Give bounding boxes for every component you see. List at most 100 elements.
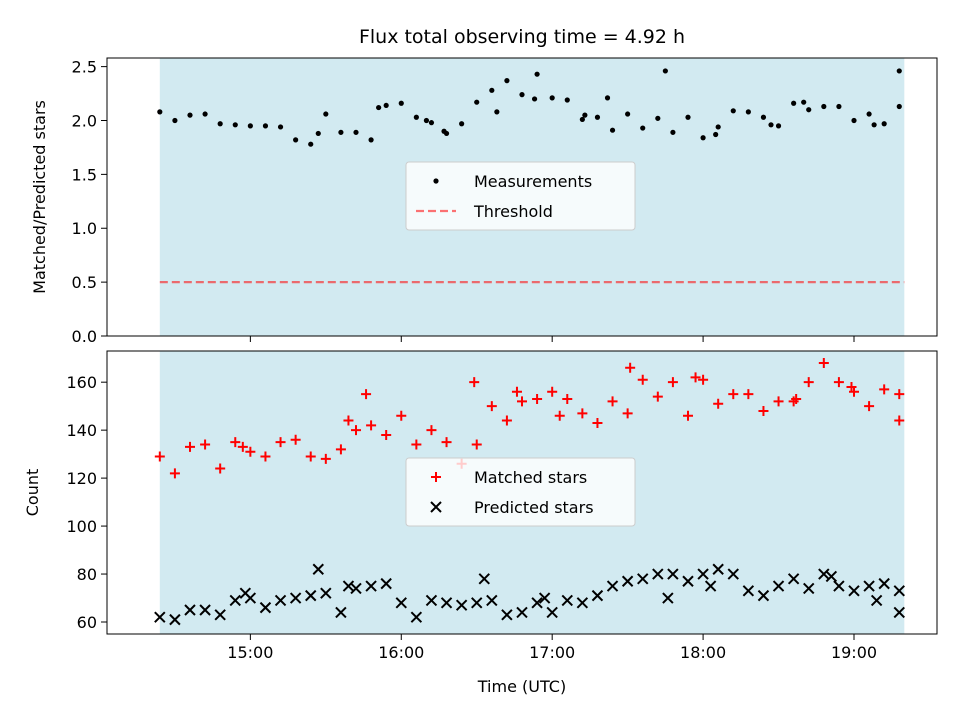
predicted-star-point [538, 592, 551, 604]
predicted-star-point [350, 582, 362, 595]
measurement-point [801, 99, 807, 105]
measurement-point [531, 96, 538, 102]
measurement-point [353, 129, 359, 135]
y-tick-label: 80 [77, 565, 97, 584]
matched-star-point [625, 362, 636, 373]
matched-star-point [894, 415, 905, 426]
predicted-star-point [169, 613, 181, 626]
matched-star-point [554, 410, 565, 421]
count-legend: Matched stars Predicted stars [405, 457, 636, 527]
legend-box [405, 457, 636, 527]
matched-star-point [486, 401, 497, 412]
predicted-star-point [742, 585, 755, 597]
y-tick-label: 120 [66, 469, 97, 488]
legend-label: Matched stars [474, 468, 587, 487]
matched-star-point [833, 377, 844, 388]
matched-star-point [230, 437, 241, 448]
matched-star-point [260, 451, 271, 462]
predicted-star-point [486, 594, 498, 607]
matched-star-point [607, 396, 618, 407]
y-tick-label: 140 [66, 421, 97, 440]
measurement-point [896, 103, 902, 110]
matched-star-point [343, 415, 354, 426]
measurement-point [594, 114, 601, 120]
y-tick-label: 0.5 [72, 273, 97, 292]
matched-star-point [577, 408, 588, 419]
matched-star-point [335, 444, 346, 455]
measurement-point [760, 114, 767, 120]
measurement-point [851, 117, 857, 124]
measurement-point [700, 135, 706, 141]
predicted-star-point [342, 580, 355, 592]
measurement-point [187, 112, 193, 118]
measurement-point [775, 123, 782, 129]
matched-star-point [426, 425, 437, 436]
matched-star-point [698, 374, 709, 385]
measurement-point [459, 121, 465, 127]
legend-label: Predicted stars [474, 498, 594, 517]
predicted-star-point [239, 587, 252, 599]
measurement-point [715, 124, 721, 130]
matched-star-point [215, 463, 226, 474]
measurement-point [315, 130, 321, 137]
ratio-legend: Measurements Threshold [405, 161, 636, 231]
y-tick-label: 160 [66, 373, 97, 392]
matched-star-point [169, 468, 180, 479]
predicted-star-point [305, 589, 317, 602]
predicted-star-point [893, 585, 905, 597]
predicted-star-point [478, 573, 490, 585]
matched-star-point [743, 389, 754, 400]
predicted-star-point [697, 568, 709, 580]
predicted-star-point [501, 609, 513, 621]
matched-star-point [562, 393, 573, 404]
predicted-star-point [652, 568, 664, 580]
count-chart: 15:00 16:00 17:00 18:00 19:00 60 80 100 120 140 1… [23, 350, 938, 696]
predicted-star-point [591, 589, 604, 602]
x-tick-label: 17:00 [529, 643, 575, 662]
x-axis-label: Time (UTC) [477, 677, 566, 696]
measurement-point [232, 122, 238, 128]
predicted-star-point [833, 580, 845, 592]
predicted-star-point [259, 601, 272, 614]
ratio-chart: 0.0 0.5 1.0 1.5 2.0 2.5 Matched/Predicted sta… [30, 57, 938, 346]
predicted-star-point [546, 606, 558, 619]
predicted-star-point [667, 568, 679, 580]
measurement-point [821, 103, 827, 110]
predicted-star-point [365, 580, 377, 592]
measurement-point [549, 95, 555, 101]
matched-star-point [237, 441, 248, 452]
measurement-point [881, 121, 887, 127]
count-y-axis-label: Count [23, 469, 42, 517]
predicted-star-point [471, 597, 483, 609]
measurement-point [489, 87, 495, 93]
matched-star-point [803, 377, 814, 388]
measurement-point [866, 111, 872, 117]
predicted-star-point [848, 585, 860, 597]
predicted-star-point [825, 570, 838, 583]
measurement-point [308, 141, 314, 147]
predicted-star-point [870, 594, 883, 607]
matched-star-point [667, 377, 678, 388]
legend-swatch [430, 501, 442, 513]
matched-star-point [351, 425, 361, 436]
matched-star-point [471, 439, 482, 450]
predicted-star-point [704, 580, 717, 592]
measurement-point [836, 103, 842, 110]
predicted-star-point [320, 587, 332, 599]
measurement-point [685, 114, 691, 120]
x-tick-label: 15:00 [227, 643, 273, 662]
matched-star-point [511, 386, 522, 397]
y-tick-label: 60 [77, 613, 97, 632]
measurement-point [368, 137, 374, 143]
predicted-star-point [818, 568, 830, 580]
predicted-star-point [712, 563, 724, 575]
measurement-point [202, 111, 208, 117]
matched-star-point [683, 410, 693, 421]
matched-star-point [532, 393, 543, 404]
measurement-point [871, 122, 877, 128]
predicted-star-point [621, 575, 634, 587]
predicted-star-point [312, 563, 324, 575]
legend-swatch [431, 472, 441, 482]
matched-star-point [200, 439, 211, 450]
predicted-star-point [757, 589, 770, 602]
